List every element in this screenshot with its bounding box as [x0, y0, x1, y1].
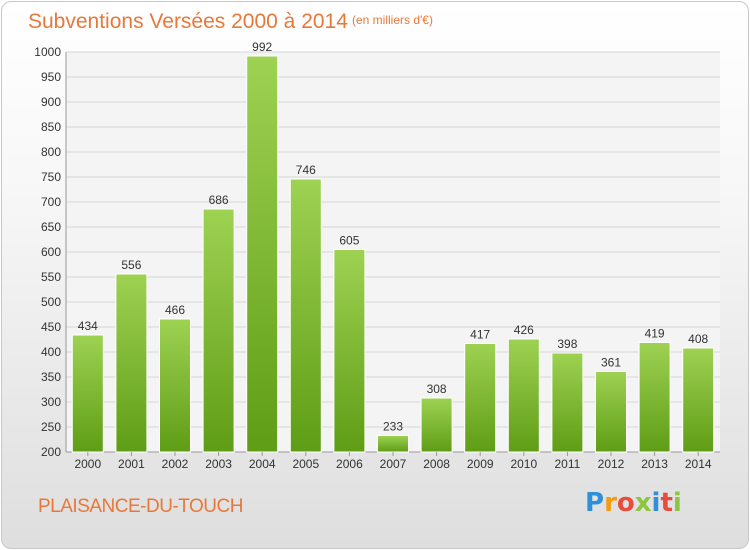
y-tick-label: 1000 — [34, 45, 61, 59]
bar-value-label: 556 — [121, 258, 141, 272]
bar — [682, 347, 715, 453]
bar-value-label: 605 — [339, 234, 359, 248]
bar — [638, 342, 671, 453]
y-tick-label: 750 — [41, 170, 61, 184]
chart-title: Subventions Versées 2000 à 2014 — [28, 10, 348, 33]
chart-unit-note: (en milliers d'€) — [352, 13, 433, 27]
bar-value-label: 746 — [296, 163, 316, 177]
logo-letter: P — [585, 488, 605, 518]
y-tick-label: 950 — [41, 70, 61, 84]
bar-value-label: 417 — [470, 328, 490, 342]
x-tick-label: 2014 — [685, 457, 712, 471]
x-tick-label: 2010 — [510, 457, 537, 471]
x-tick-label: 2008 — [423, 457, 450, 471]
logo-letter: x — [634, 488, 652, 518]
logo-letter: r — [604, 488, 617, 518]
bar-value-label: 361 — [601, 356, 621, 370]
y-tick-label: 600 — [41, 245, 61, 259]
x-tick-label: 2002 — [162, 457, 189, 471]
bar — [159, 318, 191, 453]
bar — [289, 178, 322, 453]
logo-letter: t — [660, 488, 673, 518]
y-tick-label: 200 — [41, 445, 61, 459]
bar-value-label: 408 — [688, 332, 708, 346]
bar-value-label: 686 — [209, 193, 229, 207]
x-tick-label: 2003 — [205, 457, 232, 471]
x-tick-label: 2000 — [74, 457, 101, 471]
bar — [333, 249, 366, 453]
x-tick-label: 2001 — [118, 457, 145, 471]
bar-value-label: 434 — [78, 319, 98, 333]
logo-letter: i — [672, 488, 682, 518]
bar — [464, 343, 497, 453]
x-tick-label: 2007 — [380, 457, 407, 471]
x-tick-label: 2006 — [336, 457, 363, 471]
y-tick-label: 350 — [41, 370, 61, 384]
bar — [551, 352, 584, 453]
x-tick-label: 2004 — [249, 457, 276, 471]
logo-letter: i — [651, 488, 661, 518]
y-tick-label: 650 — [41, 220, 61, 234]
bar — [246, 55, 279, 453]
y-tick-label: 550 — [41, 270, 61, 284]
y-tick-label: 250 — [41, 420, 61, 434]
y-tick-label: 800 — [41, 145, 61, 159]
logo-letter: o — [616, 488, 635, 518]
bar-value-label: 233 — [383, 420, 403, 434]
y-tick-label: 700 — [41, 195, 61, 209]
bar — [71, 334, 104, 453]
bar — [507, 338, 540, 453]
y-tick-label: 850 — [41, 120, 61, 134]
commune-name: PLAISANCE-DU-TOUCH — [38, 496, 243, 517]
bar — [202, 208, 235, 453]
bar-value-label: 426 — [514, 323, 534, 337]
y-tick-label: 450 — [41, 320, 61, 334]
bar — [377, 435, 409, 453]
x-tick-label: 2005 — [292, 457, 319, 471]
bar-value-label: 398 — [557, 337, 577, 351]
bar — [115, 273, 148, 453]
y-tick-label: 900 — [41, 95, 61, 109]
x-tick-label: 2009 — [467, 457, 494, 471]
bar-value-label: 308 — [427, 382, 447, 396]
bar — [595, 371, 627, 453]
bar-value-label: 419 — [645, 327, 665, 341]
y-tick-label: 400 — [41, 345, 61, 359]
x-tick-label: 2011 — [554, 457, 580, 471]
proxiti-logo: Proxiti — [585, 488, 682, 518]
bar-value-label: 466 — [165, 303, 185, 317]
bar-value-label: 992 — [252, 40, 272, 54]
bar — [420, 397, 453, 453]
y-tick-label: 300 — [41, 395, 61, 409]
x-tick-label: 2012 — [598, 457, 625, 471]
y-tick-label: 500 — [41, 295, 61, 309]
x-tick-label: 2013 — [641, 457, 668, 471]
